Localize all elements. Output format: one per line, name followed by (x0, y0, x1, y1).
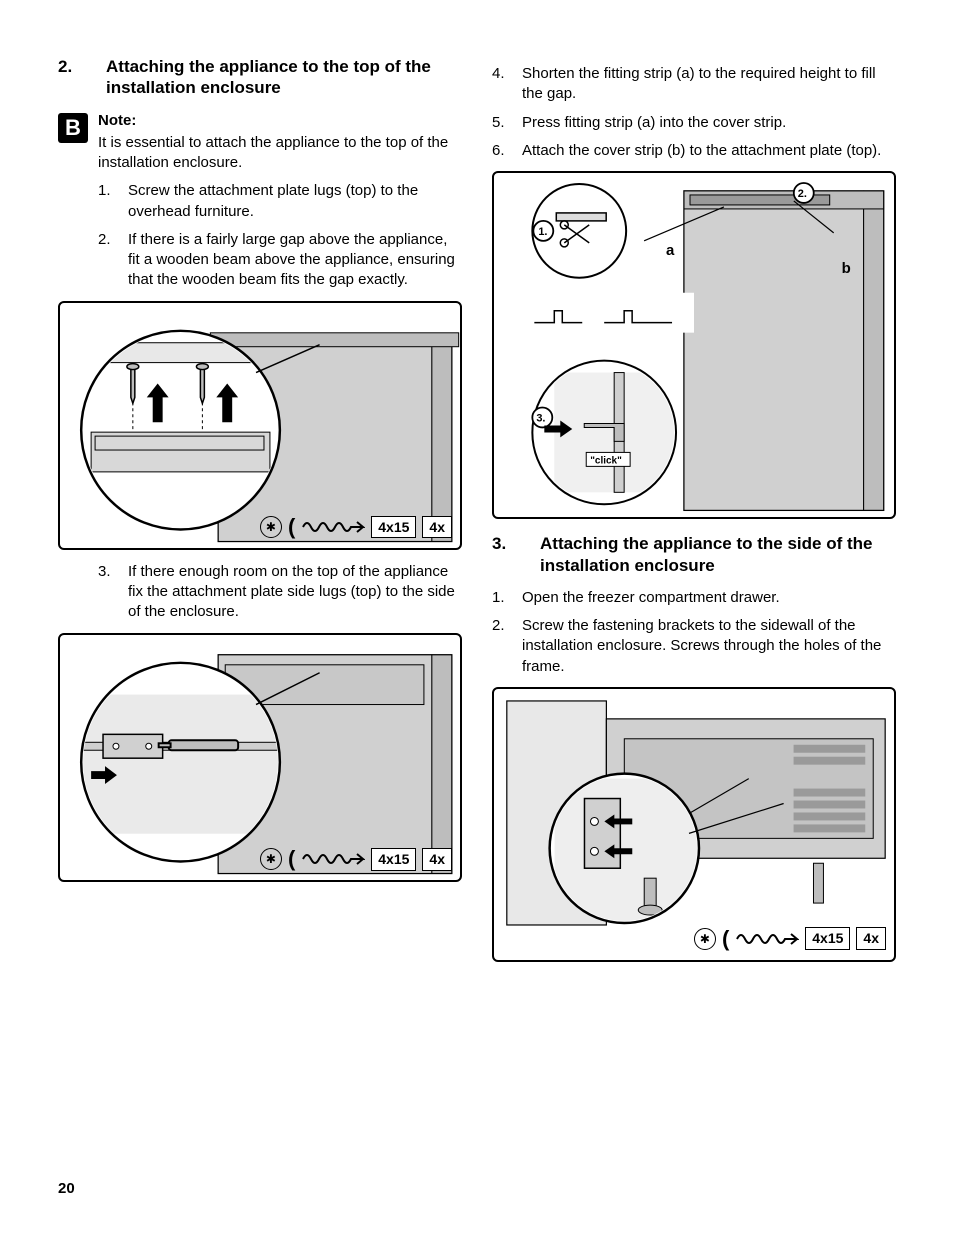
screw-head-icon: ✱ (694, 928, 716, 950)
screw-thread-icon (301, 849, 365, 869)
step-item: Attach the cover strip (b) to the attach… (492, 141, 896, 161)
note-text: It is essential to attach the appliance … (98, 133, 462, 174)
bracket-icon: ( (288, 844, 295, 874)
step-text: If there is a fairly large gap above the… (128, 230, 462, 291)
svg-text:b: b (842, 260, 851, 277)
click-label: "click" (590, 455, 622, 466)
figure-1: ✱ ( 4x15 4x (58, 301, 462, 550)
step-text: Shorten the fitting strip (a) to the req… (522, 64, 896, 105)
screw-head-icon: ✱ (260, 516, 282, 538)
right-column: Shorten the fitting strip (a) to the req… (492, 56, 896, 974)
screw-qty: 4x (422, 516, 452, 539)
heading-text: Attaching the appliance to the side of t… (540, 533, 896, 576)
step-item: Shorten the fitting strip (a) to the req… (492, 64, 896, 105)
steps-list-c: Shorten the fitting strip (a) to the req… (492, 64, 896, 161)
screw-size: 4x15 (805, 927, 850, 950)
figure-2: ✱ ( 4x15 4x (58, 633, 462, 882)
heading-number: 3. (492, 533, 540, 556)
screw-thread-icon (301, 517, 365, 537)
screw-size: 4x15 (371, 848, 416, 871)
screw-spec-strip: ✱ ( 4x15 4x (260, 844, 452, 874)
steps-list-b: If there enough room on the top of the a… (98, 562, 462, 623)
screw-head-icon: ✱ (260, 848, 282, 870)
note-label: Note: (98, 111, 462, 131)
step-item: Screw the fastening brackets to the side… (492, 616, 896, 677)
step-text: Attach the cover strip (b) to the attach… (522, 141, 881, 161)
step-text: Press fitting strip (a) into the cover s… (522, 113, 786, 133)
screw-thread-icon (735, 929, 799, 949)
step-item: Open the freezer compartment drawer. (492, 588, 896, 608)
figure-3: a b 1. 2. (492, 171, 896, 519)
svg-text:a: a (666, 242, 675, 259)
step-text: Open the freezer compartment drawer. (522, 588, 780, 608)
step-text: If there enough room on the top of the a… (128, 562, 462, 623)
left-column: 2. Attaching the appliance to the top of… (58, 56, 462, 974)
step-text: Screw the attachment plate lugs (top) to… (128, 181, 462, 222)
step-item: If there enough room on the top of the a… (98, 562, 462, 623)
step-text: Screw the fastening brackets to the side… (522, 616, 896, 677)
screw-qty: 4x (422, 848, 452, 871)
step-item: If there is a fairly large gap above the… (98, 230, 462, 291)
screw-spec-strip: ✱ ( 4x15 4x (694, 924, 886, 954)
steps-list-a: Screw the attachment plate lugs (top) to… (98, 181, 462, 290)
bracket-icon: ( (722, 924, 729, 954)
section-3-heading: 3. Attaching the appliance to the side o… (492, 533, 896, 576)
callout-2: 2. (798, 188, 807, 200)
heading-number: 2. (58, 56, 106, 79)
bracket-icon: ( (288, 512, 295, 542)
note-icon: B (58, 113, 88, 143)
section-2-heading: 2. Attaching the appliance to the top of… (58, 56, 462, 99)
step-item: Press fitting strip (a) into the cover s… (492, 113, 896, 133)
screw-size: 4x15 (371, 516, 416, 539)
figure-4: ✱ ( 4x15 4x (492, 687, 896, 962)
callout-3: 3. (536, 412, 545, 424)
screw-qty: 4x (856, 927, 886, 950)
note-block: B Note: It is essential to attach the ap… (58, 111, 462, 174)
callout-1: 1. (538, 226, 547, 238)
heading-text: Attaching the appliance to the top of th… (106, 56, 462, 99)
screw-spec-strip: ✱ ( 4x15 4x (260, 512, 452, 542)
steps-list-d: Open the freezer compartment drawer. Scr… (492, 588, 896, 677)
step-item: Screw the attachment plate lugs (top) to… (98, 181, 462, 222)
page-number: 20 (58, 1179, 75, 1199)
